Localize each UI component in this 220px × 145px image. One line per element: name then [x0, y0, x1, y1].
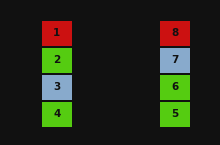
FancyBboxPatch shape: [160, 75, 190, 100]
FancyBboxPatch shape: [160, 102, 190, 127]
Text: 3: 3: [53, 82, 60, 92]
FancyBboxPatch shape: [42, 75, 72, 100]
Text: 6: 6: [171, 82, 178, 92]
FancyBboxPatch shape: [42, 102, 72, 127]
Text: 7: 7: [171, 55, 179, 65]
Text: 2: 2: [53, 55, 60, 65]
Text: 1: 1: [53, 28, 60, 38]
Text: 5: 5: [171, 109, 178, 119]
Text: 4: 4: [53, 109, 60, 119]
Text: 8: 8: [171, 28, 178, 38]
FancyBboxPatch shape: [42, 48, 72, 73]
FancyBboxPatch shape: [42, 21, 72, 46]
FancyBboxPatch shape: [160, 48, 190, 73]
FancyBboxPatch shape: [160, 21, 190, 46]
